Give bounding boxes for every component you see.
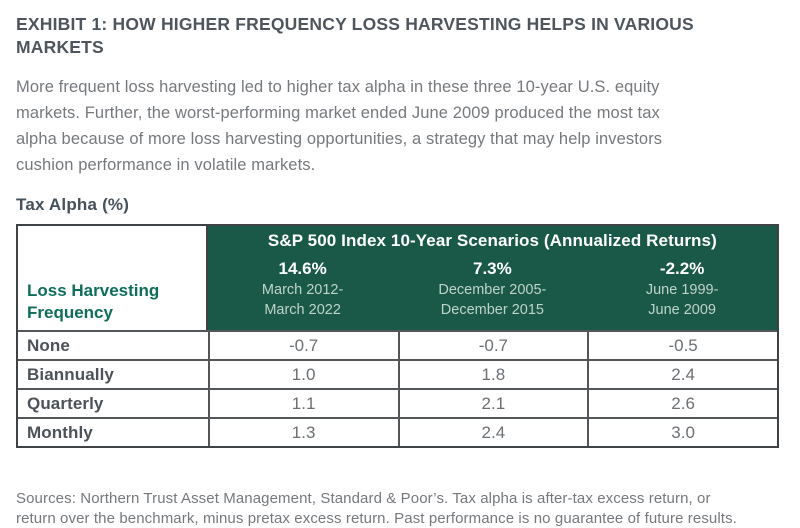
page-title-line-2: MARKETS <box>16 37 104 57</box>
row-label-quarterly: Quarterly <box>18 388 208 417</box>
sources-line: return over the benchmark, minus pretax … <box>16 510 737 527</box>
exhibit-table: Loss Harvesting Frequency S&P 500 Index … <box>16 224 779 448</box>
value-cell: -0.7 <box>207 330 398 359</box>
sources-line: Sources: Northern Trust Asset Management… <box>16 490 711 507</box>
exhibit-description: More frequent loss harvesting led to hig… <box>16 74 784 178</box>
value-cell: 2.4 <box>397 417 588 446</box>
row-label-none: None <box>18 330 208 359</box>
scenario-return: 7.3% <box>473 259 512 278</box>
scenario-period: June 1999- June 2009 <box>646 280 719 320</box>
value-cell: 1.8 <box>397 359 588 388</box>
scenario-header-2: 7.3% December 2005- December 2015 <box>397 253 588 330</box>
table-units-label: Tax Alpha (%) <box>16 195 130 214</box>
value-cell: 3.0 <box>587 417 777 446</box>
column-group-header: S&P 500 Index 10-Year Scenarios (Annuali… <box>207 226 777 253</box>
scenario-header-1: 14.6% March 2012- March 2022 <box>207 253 398 330</box>
row-header-title: Loss Harvesting Frequency <box>18 226 208 330</box>
scenario-return: 14.6% <box>278 259 327 278</box>
row-label-biannually: Biannually <box>18 359 208 388</box>
value-cell: 1.3 <box>207 417 398 446</box>
sources-note: Sources: Northern Trust Asset Management… <box>16 489 784 528</box>
description-line: markets. Further, the worst-performing m… <box>16 104 660 122</box>
value-cell: -0.7 <box>397 330 588 359</box>
page-title: EXHIBIT 1: HOW HIGHER FREQUENCY LOSS HAR… <box>16 13 784 59</box>
scenario-return: -2.2% <box>659 259 705 278</box>
value-cell: -0.5 <box>587 330 777 359</box>
scenario-period-line: December 2005- <box>438 282 547 298</box>
scenario-period-line: June 1999- <box>645 282 719 298</box>
scenario-period: December 2005- December 2015 <box>438 280 546 320</box>
row-label-monthly: Monthly <box>18 417 208 446</box>
scenario-period-line: March 2022 <box>264 302 341 318</box>
value-cell: 2.6 <box>587 388 777 417</box>
description-line: alpha because of more loss harvesting op… <box>16 130 663 148</box>
value-cell: 1.1 <box>207 388 398 417</box>
scenario-period-line: March 2012- <box>261 282 344 298</box>
description-line: More frequent loss harvesting led to hig… <box>16 78 660 96</box>
value-cell: 2.1 <box>397 388 588 417</box>
scenario-period: March 2012- March 2022 <box>262 280 343 320</box>
description-line: cushion performance in volatile markets. <box>16 156 316 174</box>
page-title-line-1: EXHIBIT 1: HOW HIGHER FREQUENCY LOSS HAR… <box>16 14 694 34</box>
scenario-period-line: June 2009 <box>648 302 716 318</box>
value-cell: 1.0 <box>207 359 398 388</box>
scenario-header-3: -2.2% June 1999- June 2009 <box>587 253 777 330</box>
scenario-period-line: December 2015 <box>440 302 544 318</box>
value-cell: 2.4 <box>587 359 777 388</box>
